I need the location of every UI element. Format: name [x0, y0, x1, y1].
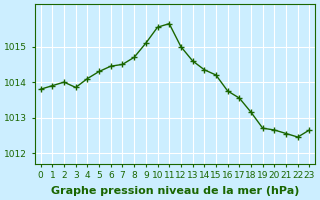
X-axis label: Graphe pression niveau de la mer (hPa): Graphe pression niveau de la mer (hPa) [51, 186, 299, 196]
